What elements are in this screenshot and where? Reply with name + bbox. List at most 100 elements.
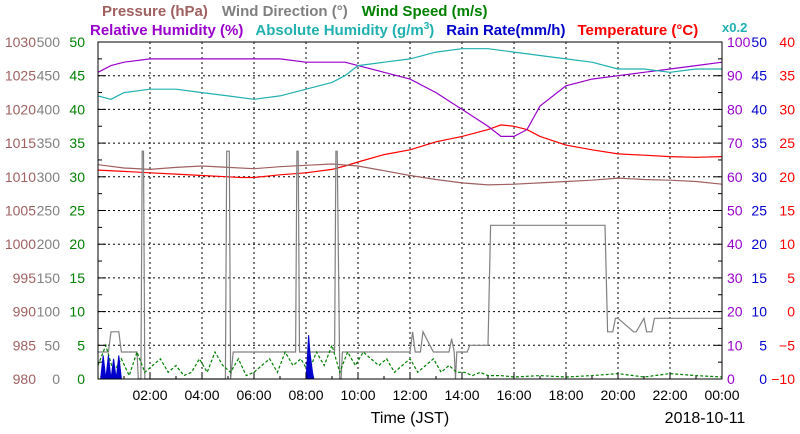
series-temperature-c bbox=[97, 124, 723, 179]
wind-speed-tick-label: 50 bbox=[69, 34, 85, 50]
pressure-tick-label: 995 bbox=[13, 270, 37, 286]
humidity-tick-label: 90 bbox=[727, 68, 743, 84]
wind-direction-tick-label: 250 bbox=[37, 203, 61, 219]
x-tick-label: 02:00 bbox=[132, 387, 167, 403]
temperature-tick-label: 5 bbox=[787, 270, 795, 286]
pressure-tick-label: 1005 bbox=[5, 203, 36, 219]
rain-rate-tick-label: 10 bbox=[751, 304, 767, 320]
x-tick-label: 14:00 bbox=[444, 387, 479, 403]
wind-speed-tick-label: 15 bbox=[69, 270, 85, 286]
scale-note: x0.2 bbox=[722, 20, 747, 35]
series-pressure-hpa bbox=[97, 163, 723, 186]
humidity-tick-label: 20 bbox=[727, 304, 743, 320]
rain-rate-tick-label: 15 bbox=[751, 270, 767, 286]
x-tick-label: 00:00 bbox=[704, 387, 739, 403]
humidity-tick-label: 10 bbox=[727, 337, 743, 353]
humidity-tick-label: 100 bbox=[727, 34, 751, 50]
wind-direction-tick-label: 50 bbox=[44, 337, 60, 353]
temperature-tick-label: 15 bbox=[779, 203, 795, 219]
pressure-tick-label: 1015 bbox=[5, 135, 36, 151]
wind-speed-tick-label: 20 bbox=[69, 236, 85, 252]
temperature-tick-label: 0 bbox=[787, 304, 795, 320]
x-tick-label: 18:00 bbox=[548, 387, 583, 403]
left-axes: 9809859909951000100510101015102010251030… bbox=[5, 34, 106, 387]
legend-entry: Pressure (hPa) bbox=[102, 3, 208, 20]
series-wind-speed-m-s bbox=[97, 343, 723, 378]
x-axis: 02:00 04:00 06:00 08:00 10:00 12:00 14:00 16:00… bbox=[123, 373, 740, 403]
x-tick-label: 08:00 bbox=[288, 387, 323, 403]
temperature-tick-label: 10 bbox=[779, 236, 795, 252]
wind-speed-tick-label: 10 bbox=[69, 304, 85, 320]
series-absolute-humidity-g-m3 bbox=[97, 48, 722, 100]
rain-rate-tick-label: 30 bbox=[751, 169, 767, 185]
temperature-tick-label: −10 bbox=[771, 371, 795, 387]
pressure-tick-label: 990 bbox=[13, 304, 37, 320]
wind-direction-tick-label: 450 bbox=[37, 68, 61, 84]
rain-rate-tick-label: 0 bbox=[759, 371, 767, 387]
pressure-tick-label: 1020 bbox=[5, 101, 36, 117]
rain-rate-tick-label: 20 bbox=[751, 236, 767, 252]
wind-direction-tick-label: 350 bbox=[37, 135, 61, 151]
wind-direction-tick-label: 500 bbox=[37, 34, 61, 50]
humidity-tick-label: 40 bbox=[727, 236, 743, 252]
humidity-tick-label: 70 bbox=[727, 135, 743, 151]
wind-direction-tick-label: 150 bbox=[37, 270, 61, 286]
humidity-tick-label: 80 bbox=[727, 101, 743, 117]
x-tick-label: 12:00 bbox=[392, 387, 427, 403]
right-axes: 0102030405060708090100051015202530354045… bbox=[714, 34, 795, 387]
temperature-tick-label: −5 bbox=[779, 337, 795, 353]
rain-rate-tick-label: 35 bbox=[751, 135, 767, 151]
wind-direction-tick-label: 300 bbox=[37, 169, 61, 185]
rain-rate-tick-label: 40 bbox=[751, 101, 767, 117]
pressure-tick-label: 1000 bbox=[5, 236, 36, 252]
x-axis-label: Time (JST) bbox=[371, 410, 450, 427]
legend-entry: Absolute Humidity (g/m3) bbox=[255, 21, 434, 39]
legend-entry: Wind Speed (m/s) bbox=[362, 3, 488, 20]
legend-entry: Temperature (°C) bbox=[577, 22, 698, 39]
rain-rate-tick-label: 5 bbox=[759, 337, 767, 353]
rain-rate-tick-label: 25 bbox=[751, 203, 767, 219]
pressure-tick-label: 1010 bbox=[5, 169, 36, 185]
legend-entry: Relative Humidity (%) bbox=[90, 22, 243, 39]
pressure-tick-label: 985 bbox=[13, 337, 37, 353]
temperature-tick-label: 35 bbox=[779, 68, 795, 84]
wind-speed-tick-label: 5 bbox=[77, 337, 85, 353]
wind-speed-tick-label: 0 bbox=[77, 371, 85, 387]
humidity-tick-label: 60 bbox=[727, 169, 743, 185]
temperature-tick-label: 30 bbox=[779, 101, 795, 117]
series-relative-humidity bbox=[97, 58, 723, 137]
rain-rate-tick-label: 45 bbox=[751, 68, 767, 84]
temperature-tick-label: 25 bbox=[779, 135, 795, 151]
x-tick-label: 20:00 bbox=[600, 387, 635, 403]
wind-speed-tick-label: 30 bbox=[69, 169, 85, 185]
wind-direction-tick-label: 400 bbox=[37, 101, 61, 117]
legend: Pressure (hPa) Wind Direction (°) Wind Spe… bbox=[90, 3, 747, 39]
wind-direction-tick-label: 200 bbox=[37, 236, 61, 252]
wind-speed-tick-label: 40 bbox=[69, 101, 85, 117]
wind-speed-tick-label: 25 bbox=[69, 203, 85, 219]
x-tick-label: 06:00 bbox=[236, 387, 271, 403]
series-rain-rate bbox=[100, 335, 315, 380]
x-tick-label: 04:00 bbox=[184, 387, 219, 403]
wind-direction-tick-label: 100 bbox=[37, 304, 61, 320]
temperature-tick-label: 40 bbox=[779, 34, 795, 50]
pressure-tick-label: 1030 bbox=[5, 34, 36, 50]
humidity-tick-label: 30 bbox=[727, 270, 743, 286]
x-tick-label: 10:00 bbox=[340, 387, 375, 403]
legend-entry: Wind Direction (°) bbox=[222, 3, 348, 20]
wind-speed-tick-label: 35 bbox=[69, 135, 85, 151]
pressure-tick-label: 1025 bbox=[5, 68, 36, 84]
x-tick-label: 16:00 bbox=[496, 387, 531, 403]
pressure-tick-label: 980 bbox=[13, 371, 37, 387]
grid-lines bbox=[98, 42, 722, 379]
x-tick-label: 22:00 bbox=[652, 387, 687, 403]
wind-direction-tick-label: 0 bbox=[52, 371, 60, 387]
rain-rate-tick-label: 50 bbox=[751, 34, 767, 50]
chart-date: 2018-10-11 bbox=[665, 410, 746, 427]
humidity-tick-label: 50 bbox=[727, 203, 743, 219]
wind-speed-tick-label: 45 bbox=[69, 68, 85, 84]
humidity-tick-label: 0 bbox=[727, 371, 735, 387]
temperature-tick-label: 20 bbox=[779, 169, 795, 185]
legend-entry: Rain Rate(mm/h) bbox=[446, 22, 565, 39]
